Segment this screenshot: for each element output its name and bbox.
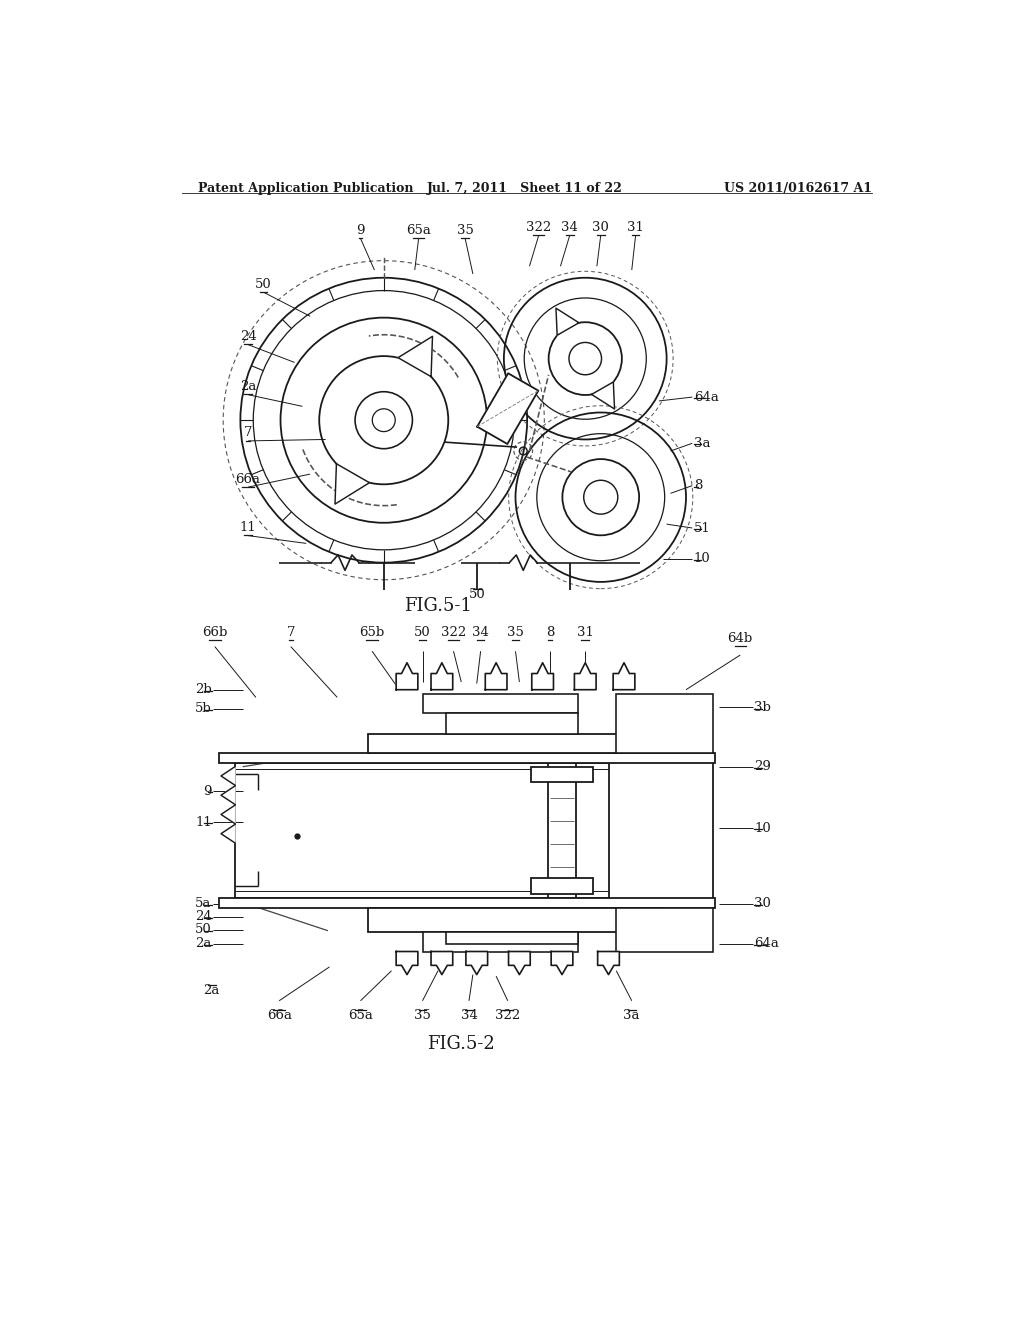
Text: 10: 10 xyxy=(693,552,711,565)
Polygon shape xyxy=(396,663,418,689)
Text: 8: 8 xyxy=(546,626,555,639)
Polygon shape xyxy=(221,785,234,804)
Text: 322: 322 xyxy=(496,1010,520,1022)
Text: 7: 7 xyxy=(244,426,252,440)
Text: 65b: 65b xyxy=(359,626,385,639)
Bar xyxy=(616,693,713,752)
Text: 2a: 2a xyxy=(204,983,220,997)
Text: 31: 31 xyxy=(627,220,644,234)
Text: 34: 34 xyxy=(461,1010,477,1022)
Text: 35: 35 xyxy=(507,626,524,639)
Text: 50: 50 xyxy=(195,924,212,936)
Text: 7: 7 xyxy=(287,626,295,639)
Text: Jul. 7, 2011   Sheet 11 of 22: Jul. 7, 2011 Sheet 11 of 22 xyxy=(427,182,623,194)
Text: 64a: 64a xyxy=(755,937,779,950)
Text: 34: 34 xyxy=(472,626,489,639)
Polygon shape xyxy=(613,663,635,689)
Text: FIG.5-2: FIG.5-2 xyxy=(427,1035,496,1052)
Text: 30: 30 xyxy=(755,898,771,911)
Text: 9: 9 xyxy=(356,224,365,238)
Text: 11: 11 xyxy=(240,521,256,535)
Polygon shape xyxy=(551,952,572,974)
Text: 5b: 5b xyxy=(195,702,212,715)
Polygon shape xyxy=(574,663,596,689)
Text: 3a: 3a xyxy=(693,437,711,450)
Polygon shape xyxy=(335,463,370,504)
Bar xyxy=(608,752,713,908)
Text: 50: 50 xyxy=(468,589,485,601)
Text: 66b: 66b xyxy=(202,626,227,639)
Text: 5a: 5a xyxy=(196,898,212,911)
Polygon shape xyxy=(398,337,432,376)
Text: 66a: 66a xyxy=(266,1010,292,1022)
Polygon shape xyxy=(592,381,614,409)
Bar xyxy=(219,752,716,763)
Text: 34: 34 xyxy=(561,220,579,234)
Polygon shape xyxy=(431,663,453,689)
Polygon shape xyxy=(221,805,234,824)
Text: Patent Application Publication: Patent Application Publication xyxy=(198,182,414,194)
Text: 65a: 65a xyxy=(407,224,431,238)
Text: 64a: 64a xyxy=(693,391,719,404)
Bar xyxy=(531,767,593,781)
Bar xyxy=(219,898,716,908)
Text: 51: 51 xyxy=(693,521,711,535)
Bar xyxy=(616,908,713,952)
Text: 322: 322 xyxy=(441,626,466,639)
Polygon shape xyxy=(221,825,234,843)
Text: 50: 50 xyxy=(255,277,272,290)
Polygon shape xyxy=(466,952,487,974)
Text: FIG.5-1: FIG.5-1 xyxy=(404,598,472,615)
Text: 3a: 3a xyxy=(624,1010,640,1022)
Text: 30: 30 xyxy=(592,220,609,234)
Text: 11: 11 xyxy=(195,816,212,829)
Bar xyxy=(445,932,578,944)
Text: 3b: 3b xyxy=(755,701,771,714)
Text: 29: 29 xyxy=(755,760,771,774)
Polygon shape xyxy=(396,952,418,974)
Text: 322: 322 xyxy=(526,220,551,234)
Bar xyxy=(369,908,663,932)
Text: 35: 35 xyxy=(457,224,473,238)
Bar xyxy=(234,763,684,898)
Polygon shape xyxy=(431,952,453,974)
Text: 2a: 2a xyxy=(240,380,256,393)
Text: 24: 24 xyxy=(195,911,212,924)
Text: 24: 24 xyxy=(240,330,256,343)
Text: 35: 35 xyxy=(414,1010,431,1022)
Text: 64b: 64b xyxy=(728,632,753,645)
Text: US 2011/0162617 A1: US 2011/0162617 A1 xyxy=(724,182,872,194)
Polygon shape xyxy=(221,767,234,785)
Text: 31: 31 xyxy=(577,626,594,639)
Text: 2b: 2b xyxy=(195,684,212,696)
Text: 2a: 2a xyxy=(196,937,212,950)
Polygon shape xyxy=(485,663,507,689)
Text: 66a: 66a xyxy=(236,473,261,486)
Polygon shape xyxy=(509,952,530,974)
Bar xyxy=(445,713,578,734)
Text: 10: 10 xyxy=(755,822,771,834)
Bar xyxy=(531,878,593,894)
Polygon shape xyxy=(477,374,539,444)
Bar xyxy=(423,693,578,713)
Text: 9: 9 xyxy=(203,785,212,797)
Text: 50: 50 xyxy=(414,626,431,639)
Polygon shape xyxy=(531,663,554,689)
Bar xyxy=(369,734,678,752)
Text: 8: 8 xyxy=(693,479,702,492)
Polygon shape xyxy=(598,952,620,974)
Text: 65a: 65a xyxy=(348,1010,373,1022)
Bar xyxy=(423,932,578,952)
Polygon shape xyxy=(556,308,579,335)
